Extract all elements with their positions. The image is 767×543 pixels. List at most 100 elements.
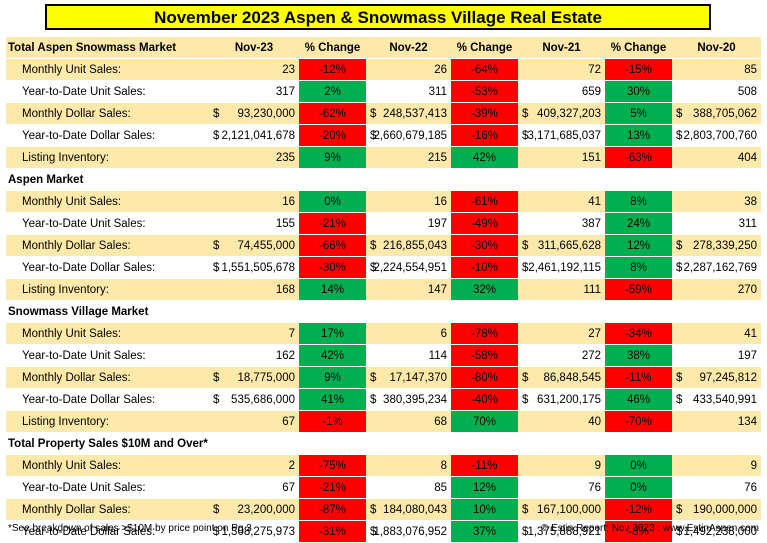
value-text: 216,855,043	[383, 239, 447, 252]
value-text: 1,375,888,921	[527, 525, 601, 538]
row-label: Year-to-Date Dollar Sales:	[6, 388, 209, 411]
value-text: 380,395,234	[383, 393, 447, 406]
value-cell: $1,551,505,678	[209, 256, 299, 279]
row-label: Year-to-Date Unit Sales:	[6, 476, 209, 499]
section-header-row: Total Aspen Snowmass Market Nov-23% Chang…	[6, 37, 761, 59]
currency-symbol: $	[522, 393, 529, 406]
value-cell: 317	[209, 80, 299, 103]
table-row: Year-to-Date Unit Sales: 317 2% 311 -53% 659 3…	[6, 80, 761, 103]
value-cell: $97,245,812	[672, 366, 761, 389]
currency-symbol: $	[213, 129, 220, 142]
value-text: 184,080,043	[383, 503, 447, 516]
row-label: Monthly Dollar Sales:	[6, 498, 209, 521]
value-cell: 23	[209, 58, 299, 81]
table-row: Monthly Dollar Sales: $18,775,000 9% $17,14…	[6, 366, 761, 389]
value-cell: $388,705,062	[672, 102, 761, 125]
column-header	[299, 432, 366, 455]
row-label: Monthly Unit Sales:	[6, 454, 209, 477]
percent-change-cell: -12%	[605, 498, 672, 521]
value-text: 2,224,554,951	[373, 261, 447, 274]
value-text: 409,327,203	[537, 107, 601, 120]
table-row: Listing Inventory: 235 9% 215 42% 151 -63% 404	[6, 146, 761, 169]
value-cell: 40	[518, 410, 605, 433]
currency-symbol: $	[213, 525, 220, 538]
percent-change-cell: -70%	[605, 410, 672, 433]
credit-line: © Estin Report: Nov 2023 : www.EstinAspe…	[540, 523, 759, 534]
currency-symbol: $	[676, 107, 683, 120]
column-header: Nov-21	[518, 37, 605, 59]
column-header: % Change	[451, 37, 518, 59]
currency-symbol: $	[522, 129, 529, 142]
value-cell: $74,455,000	[209, 234, 299, 257]
table-row: Monthly Unit Sales: 16 0% 16 -61% 41 8% 38	[6, 190, 761, 213]
value-cell: $216,855,043	[366, 234, 451, 257]
currency-symbol: $	[522, 371, 529, 384]
value-cell: 272	[518, 344, 605, 367]
table-row: Monthly Dollar Sales: $23,200,000 -87% $184…	[6, 498, 761, 521]
value-text: 17,147,370	[389, 371, 447, 384]
section-title: Snowmass Village Market	[6, 300, 209, 323]
percent-change-cell: 37%	[451, 520, 518, 543]
value-text: 311,665,628	[537, 239, 601, 252]
value-text: 535,686,000	[231, 393, 295, 406]
value-cell: $2,461,192,115	[518, 256, 605, 279]
currency-symbol: $	[676, 393, 683, 406]
value-cell: 76	[672, 476, 761, 499]
percent-change-cell: -21%	[299, 476, 366, 499]
row-label: Year-to-Date Unit Sales:	[6, 80, 209, 103]
percent-change-cell: 46%	[605, 388, 672, 411]
percent-change-cell: -59%	[605, 278, 672, 301]
value-cell: $2,803,700,760	[672, 124, 761, 147]
table-row: Year-to-Date Unit Sales: 67 -21% 85 12% 76 0% 7…	[6, 476, 761, 499]
column-header	[518, 432, 605, 455]
currency-symbol: $	[213, 503, 220, 516]
table-row: Monthly Unit Sales: 7 17% 6 -78% 27 -34% 41	[6, 322, 761, 345]
row-label: Year-to-Date Unit Sales:	[6, 344, 209, 367]
value-cell: $278,339,250	[672, 234, 761, 257]
column-header	[518, 300, 605, 323]
value-cell: $23,200,000	[209, 498, 299, 521]
percent-change-cell: -66%	[299, 234, 366, 257]
percent-change-cell: -20%	[299, 124, 366, 147]
column-header	[451, 168, 518, 191]
currency-symbol: $	[370, 393, 377, 406]
value-cell: $190,000,000	[672, 498, 761, 521]
percent-change-cell: -58%	[451, 344, 518, 367]
value-cell: 311	[672, 212, 761, 235]
value-text: 1,492,238,000	[683, 525, 757, 538]
percent-change-cell: 41%	[299, 388, 366, 411]
percent-change-cell: -11%	[451, 454, 518, 477]
value-cell: 508	[672, 80, 761, 103]
row-label: Year-to-Date Dollar Sales:	[6, 124, 209, 147]
row-label: Year-to-Date Dollar Sales:	[6, 256, 209, 279]
percent-change-cell: -78%	[451, 322, 518, 345]
percent-change-cell: 0%	[605, 454, 672, 477]
value-cell: 404	[672, 146, 761, 169]
value-text: 2,121,041,678	[221, 129, 295, 142]
value-cell: $248,537,413	[366, 102, 451, 125]
table-row: Monthly Dollar Sales: $93,230,000 -62% $248…	[6, 102, 761, 125]
value-cell: $93,230,000	[209, 102, 299, 125]
currency-symbol: $	[213, 371, 220, 384]
table-body: Total Aspen Snowmass Market Nov-23% Chang…	[6, 37, 761, 543]
table-row: Listing Inventory: 67 -1% 68 70% 40 -70% 134	[6, 410, 761, 433]
percent-change-cell: 70%	[451, 410, 518, 433]
value-cell: 9	[518, 454, 605, 477]
row-label: Listing Inventory:	[6, 410, 209, 433]
currency-symbol: $	[522, 107, 529, 120]
column-header	[299, 300, 366, 323]
table-row: Year-to-Date Dollar Sales: $2,121,041,678…	[6, 124, 761, 147]
value-cell: $535,686,000	[209, 388, 299, 411]
table-row: Monthly Unit Sales: 23 -12% 26 -64% 72 -15% 85	[6, 58, 761, 81]
table-row: Listing Inventory: 168 14% 147 32% 111 -59% 270	[6, 278, 761, 301]
value-cell: 387	[518, 212, 605, 235]
percent-change-cell: -61%	[451, 190, 518, 213]
percent-change-cell: 12%	[605, 234, 672, 257]
value-cell: 659	[518, 80, 605, 103]
percent-change-cell: 38%	[605, 344, 672, 367]
percent-change-cell: -16%	[451, 124, 518, 147]
currency-symbol: $	[676, 239, 683, 252]
row-label: Monthly Unit Sales:	[6, 58, 209, 81]
value-cell: 41	[672, 322, 761, 345]
value-text: 433,540,991	[693, 393, 757, 406]
